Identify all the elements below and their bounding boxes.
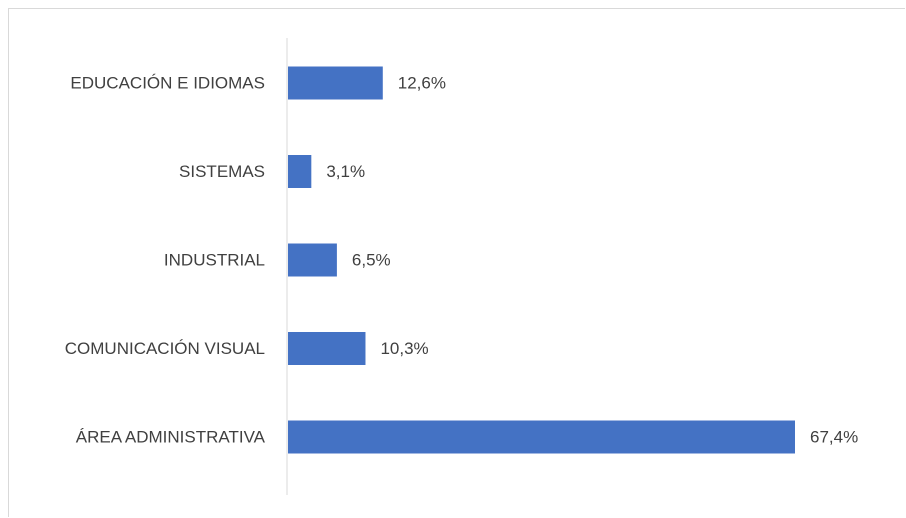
data-label: 12,6%: [398, 74, 446, 93]
data-label: 10,3%: [380, 339, 428, 358]
bars-group: [288, 66, 795, 454]
bar: [288, 420, 795, 454]
data-label: 67,4%: [810, 428, 858, 447]
chart-frame: [8, 8, 905, 517]
bar: [288, 155, 312, 188]
category-label: SISTEMAS: [179, 162, 265, 181]
bar: [288, 332, 366, 365]
bar: [288, 66, 383, 100]
category-label: INDUSTRIAL: [164, 251, 265, 270]
data-label: 3,1%: [326, 162, 365, 181]
bar: [288, 243, 337, 277]
category-labels-group: EDUCACIÓN E IDIOMAS SISTEMAS INDUSTRIAL COM…: [65, 74, 266, 447]
category-label: ÁREA ADMINISTRATIVA: [76, 428, 266, 447]
value-labels-group: 12,6% 3,1% 6,5% 10,3% 67,4%: [326, 74, 858, 447]
data-label: 6,5%: [352, 251, 391, 270]
category-label: COMUNICACIÓN VISUAL: [65, 339, 265, 358]
category-label: EDUCACIÓN E IDIOMAS: [70, 74, 265, 93]
